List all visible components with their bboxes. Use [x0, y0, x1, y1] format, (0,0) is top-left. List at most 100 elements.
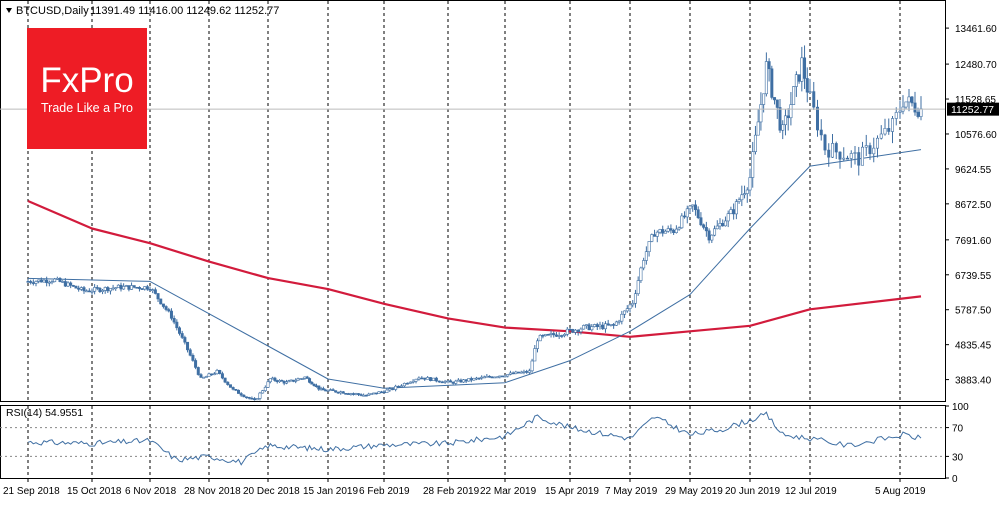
y-tick-label: 7691.60	[955, 236, 992, 247]
candle-body	[178, 327, 182, 334]
candle-body	[301, 378, 305, 380]
candle-body	[294, 380, 298, 382]
candle-body	[47, 281, 51, 284]
candle-body	[792, 86, 796, 105]
candle-body	[61, 281, 65, 283]
candle-body	[408, 381, 412, 384]
candle-body	[167, 309, 171, 312]
candle-body	[857, 152, 861, 166]
candle-body	[625, 308, 629, 312]
candle-body	[405, 382, 409, 385]
candle-body	[336, 391, 340, 394]
candle-body	[34, 281, 38, 284]
candle-body	[748, 177, 752, 191]
candle-body	[414, 378, 418, 382]
candle-body	[734, 201, 738, 215]
candle-body	[411, 380, 415, 383]
candle-body	[312, 383, 316, 387]
candle-body	[538, 334, 542, 342]
candle-body	[753, 134, 757, 152]
candle-body	[226, 381, 230, 385]
candle-body	[357, 393, 361, 395]
x-tick-label: 15 Oct 2018	[67, 486, 122, 497]
ma-fast-layer	[27, 149, 922, 389]
candle-body	[702, 224, 706, 228]
candle-body	[374, 392, 378, 395]
candle-body	[423, 377, 427, 380]
candle-body	[609, 324, 613, 326]
candle-body	[663, 230, 667, 234]
candle-body	[245, 396, 249, 399]
candle-body	[124, 285, 128, 287]
dropdown-triangle-icon[interactable]	[6, 8, 12, 13]
candle-body	[382, 391, 386, 394]
candle-body	[842, 157, 846, 160]
candle-body	[172, 318, 176, 323]
candle-body	[266, 381, 270, 388]
candle-body	[718, 222, 722, 227]
candle-body	[258, 392, 262, 399]
candle-body	[875, 137, 879, 149]
candle-body	[148, 288, 152, 291]
candle-layer	[26, 45, 923, 401]
y-tick-label: 6739.55	[955, 271, 992, 282]
x-tick-label: 7 May 2019	[605, 486, 658, 497]
candle-body	[707, 230, 711, 241]
candle-body	[527, 370, 531, 373]
candle-body	[130, 285, 134, 290]
fxpro-logo: FxPro Trade Like a Pro	[27, 28, 147, 149]
candle-body	[732, 209, 736, 215]
candle-body	[743, 193, 747, 196]
candle-body	[454, 380, 458, 384]
x-tick-label: 12 Jul 2019	[785, 486, 837, 497]
candle-body	[39, 279, 43, 283]
candle-body	[590, 326, 594, 331]
candle-body	[188, 349, 192, 356]
candle-body	[868, 145, 872, 155]
rsi-y-axis: 100 70 30 0	[945, 402, 969, 485]
x-tick-label: 20 Jun 2019	[725, 486, 780, 497]
candle-body	[552, 333, 556, 336]
candle-body	[469, 378, 473, 381]
y-tick-label: 8672.50	[955, 200, 992, 211]
candle-body	[364, 394, 368, 397]
candle-body	[250, 397, 254, 400]
candle-body	[565, 328, 569, 335]
candle-body	[830, 143, 834, 158]
candle-body	[79, 287, 83, 290]
candle-body	[116, 284, 120, 288]
candle-body	[95, 287, 99, 289]
candle-body	[45, 279, 49, 284]
rsi-layer	[0, 411, 945, 466]
candle-body	[560, 335, 564, 337]
candle-body	[593, 324, 597, 327]
candle-body	[467, 378, 471, 382]
candle-body	[490, 376, 494, 379]
candle-body	[495, 376, 499, 379]
candle-body	[860, 146, 864, 166]
candle-body	[212, 373, 216, 376]
candle-body	[482, 376, 486, 379]
candle-body	[650, 234, 654, 242]
candle-body	[726, 213, 730, 222]
ma-fast-line	[27, 149, 922, 389]
candle-body	[696, 209, 700, 218]
x-tick-label: 15 Apr 2019	[545, 486, 599, 497]
candle-body	[394, 385, 398, 390]
y-tick-label: 12480.70	[955, 60, 997, 71]
candle-body	[803, 57, 807, 79]
candle-body	[310, 382, 314, 385]
candle-body	[367, 393, 371, 396]
candle-body	[372, 392, 376, 395]
candle-body	[887, 128, 891, 132]
candle-body	[472, 377, 476, 381]
candle-body	[898, 110, 902, 113]
candle-body	[910, 96, 914, 104]
candle-body	[683, 215, 687, 218]
candle-body	[247, 396, 251, 399]
candle-body	[584, 324, 588, 326]
candle-body	[220, 373, 224, 379]
candle-body	[284, 381, 288, 384]
candle-body	[111, 287, 115, 290]
candle-body	[446, 380, 450, 383]
